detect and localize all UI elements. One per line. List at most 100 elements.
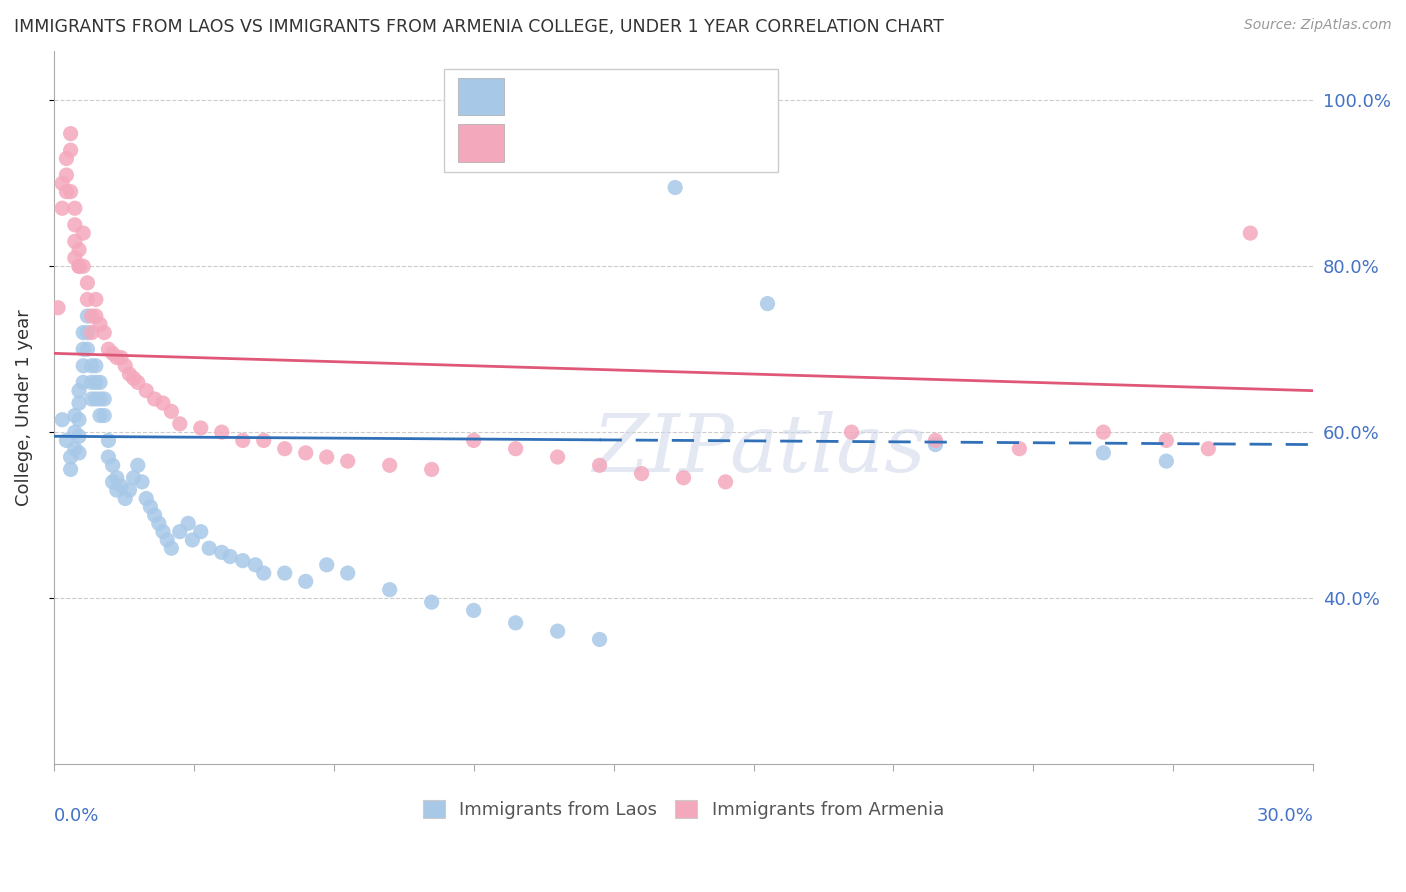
- Point: [505, 442, 527, 456]
- Point: [547, 450, 569, 464]
- Point: [143, 392, 166, 406]
- Point: [67, 396, 90, 410]
- Point: [177, 516, 200, 531]
- Point: [420, 462, 443, 476]
- Point: [55, 168, 77, 182]
- Point: [84, 392, 107, 406]
- Point: [80, 392, 103, 406]
- Point: [190, 421, 212, 435]
- Point: [72, 342, 94, 356]
- Point: [588, 458, 610, 473]
- Point: [55, 152, 77, 166]
- Point: [315, 450, 337, 464]
- Point: [59, 462, 82, 476]
- Point: [160, 541, 183, 556]
- Point: [143, 508, 166, 522]
- Point: [463, 434, 485, 448]
- Point: [89, 409, 111, 423]
- Point: [89, 318, 111, 332]
- Point: [67, 260, 90, 274]
- Point: [89, 392, 111, 406]
- Point: [294, 574, 316, 589]
- Point: [135, 384, 157, 398]
- Point: [93, 392, 115, 406]
- Point: [76, 342, 98, 356]
- Point: [131, 475, 153, 489]
- Text: 0.0%: 0.0%: [53, 806, 100, 824]
- Point: [211, 425, 233, 439]
- Point: [84, 293, 107, 307]
- Point: [67, 446, 90, 460]
- Point: [1239, 226, 1261, 240]
- Point: [1008, 442, 1031, 456]
- Point: [63, 409, 86, 423]
- Point: [67, 429, 90, 443]
- Point: [127, 458, 149, 473]
- Point: [253, 566, 276, 580]
- Point: [63, 201, 86, 215]
- Point: [63, 251, 86, 265]
- Point: [59, 143, 82, 157]
- Point: [547, 624, 569, 639]
- Point: [122, 371, 145, 385]
- Point: [105, 471, 128, 485]
- Point: [72, 326, 94, 340]
- Point: [80, 376, 103, 390]
- Point: [72, 260, 94, 274]
- Point: [72, 226, 94, 240]
- Point: [97, 434, 120, 448]
- Point: [63, 425, 86, 439]
- Point: [105, 483, 128, 498]
- Legend: Immigrants from Laos, Immigrants from Armenia: Immigrants from Laos, Immigrants from Ar…: [416, 792, 950, 826]
- Point: [148, 516, 170, 531]
- Point: [93, 326, 115, 340]
- Point: [1092, 425, 1115, 439]
- Point: [118, 483, 141, 498]
- Point: [924, 434, 946, 448]
- Point: [672, 471, 695, 485]
- Point: [67, 384, 90, 398]
- Point: [80, 359, 103, 373]
- Point: [505, 615, 527, 630]
- Point: [253, 434, 276, 448]
- Point: [122, 471, 145, 485]
- Point: [84, 376, 107, 390]
- Point: [110, 479, 132, 493]
- Point: [114, 491, 136, 506]
- Point: [378, 582, 401, 597]
- Point: [46, 301, 69, 315]
- Point: [152, 524, 174, 539]
- Point: [55, 185, 77, 199]
- Point: [1092, 446, 1115, 460]
- Point: [841, 425, 863, 439]
- Point: [714, 475, 737, 489]
- Point: [67, 413, 90, 427]
- Point: [1156, 434, 1178, 448]
- Point: [420, 595, 443, 609]
- Point: [588, 632, 610, 647]
- Point: [463, 603, 485, 617]
- Point: [76, 326, 98, 340]
- Point: [51, 413, 73, 427]
- Point: [139, 500, 162, 514]
- Point: [59, 127, 82, 141]
- Point: [105, 351, 128, 365]
- Point: [315, 558, 337, 572]
- Point: [156, 533, 179, 547]
- Point: [1156, 454, 1178, 468]
- Point: [219, 549, 242, 564]
- Point: [72, 359, 94, 373]
- Text: Source: ZipAtlas.com: Source: ZipAtlas.com: [1244, 18, 1392, 32]
- Point: [97, 450, 120, 464]
- Text: 30.0%: 30.0%: [1257, 806, 1313, 824]
- Point: [67, 243, 90, 257]
- Text: IMMIGRANTS FROM LAOS VS IMMIGRANTS FROM ARMENIA COLLEGE, UNDER 1 YEAR CORRELATIO: IMMIGRANTS FROM LAOS VS IMMIGRANTS FROM …: [14, 18, 943, 36]
- Point: [245, 558, 267, 572]
- Point: [84, 359, 107, 373]
- Point: [93, 409, 115, 423]
- Point: [160, 404, 183, 418]
- Point: [924, 437, 946, 451]
- Point: [84, 309, 107, 323]
- Point: [169, 417, 191, 431]
- Point: [72, 376, 94, 390]
